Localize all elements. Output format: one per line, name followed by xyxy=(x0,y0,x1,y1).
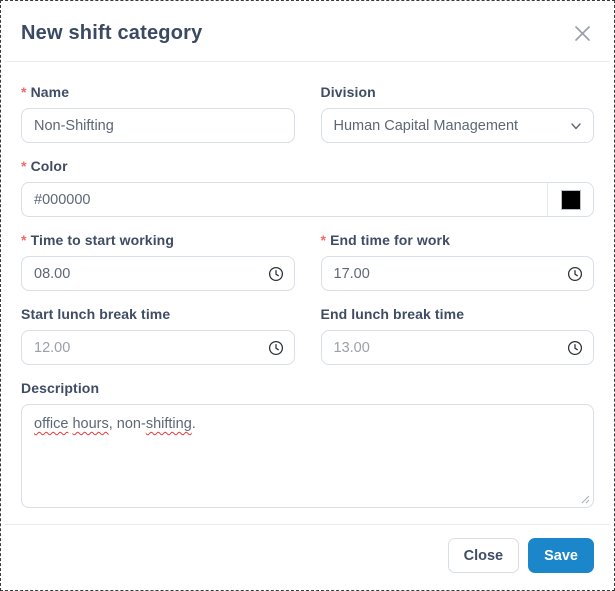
name-field-group: * Name xyxy=(21,84,295,143)
lunch-start-label: Start lunch break time xyxy=(21,306,171,322)
start-work-time-input[interactable] xyxy=(34,257,268,290)
close-icon[interactable] xyxy=(570,21,594,45)
required-asterisk: * xyxy=(21,84,27,100)
modal-title: New shift category xyxy=(21,21,203,44)
end-work-time-field xyxy=(320,256,594,291)
name-input[interactable] xyxy=(21,108,295,143)
description-label: Description xyxy=(21,380,100,396)
division-label: Division xyxy=(320,84,376,100)
new-shift-category-modal: New shift category *Name Division Human … xyxy=(5,5,610,586)
lunch-start-time-input[interactable] xyxy=(34,331,268,364)
description-textarea[interactable]: office hours, non-shifting. xyxy=(21,404,594,508)
lunch-start-field-group: Start lunch break time xyxy=(21,306,295,365)
modal-header: New shift category xyxy=(5,5,610,62)
lunch-end-field-group: End lunch break time xyxy=(320,306,594,365)
required-asterisk: * xyxy=(320,232,327,248)
save-button[interactable]: Save xyxy=(528,538,594,573)
resize-handle-icon[interactable] xyxy=(581,495,590,504)
division-select[interactable]: Human Capital Management xyxy=(320,108,594,143)
required-asterisk: * xyxy=(21,158,27,174)
start-work-field-group: * Time to start working xyxy=(21,232,295,291)
end-work-label: * End time for work xyxy=(320,232,450,248)
lunch-start-time-field xyxy=(21,330,295,365)
clock-icon[interactable] xyxy=(268,266,284,282)
lunch-end-label: End lunch break time xyxy=(320,306,465,322)
required-asterisk: * xyxy=(21,232,27,248)
color-input-group xyxy=(21,182,594,217)
color-input[interactable] xyxy=(22,183,547,216)
chevron-down-icon xyxy=(569,119,583,133)
modal-footer: Close Save xyxy=(5,524,610,586)
clock-icon[interactable] xyxy=(567,266,583,282)
clock-icon[interactable] xyxy=(567,340,583,356)
lunch-end-time-field xyxy=(320,330,594,365)
lunch-end-time-input[interactable] xyxy=(333,331,567,364)
division-field-group: Division Human Capital Management xyxy=(320,84,594,143)
start-work-time-field xyxy=(21,256,295,291)
modal-body: *Name Division Human Capital Management … xyxy=(5,62,610,524)
color-picker-addon[interactable] xyxy=(547,183,593,216)
color-field-group: * Color xyxy=(21,158,594,217)
clock-icon[interactable] xyxy=(268,340,284,356)
name-label: * Name xyxy=(21,84,70,100)
close-button[interactable]: Close xyxy=(447,538,520,573)
color-swatch xyxy=(560,189,581,210)
color-label: * Color xyxy=(21,158,68,174)
end-work-field-group: * End time for work xyxy=(320,232,594,291)
description-text: office hours, non-shifting. xyxy=(34,416,196,432)
division-selected-value: Human Capital Management xyxy=(333,117,519,134)
start-work-label: * Time to start working xyxy=(21,232,174,248)
description-field-group: Description office hours, non-shifting. xyxy=(21,380,594,508)
end-work-time-input[interactable] xyxy=(333,257,567,290)
